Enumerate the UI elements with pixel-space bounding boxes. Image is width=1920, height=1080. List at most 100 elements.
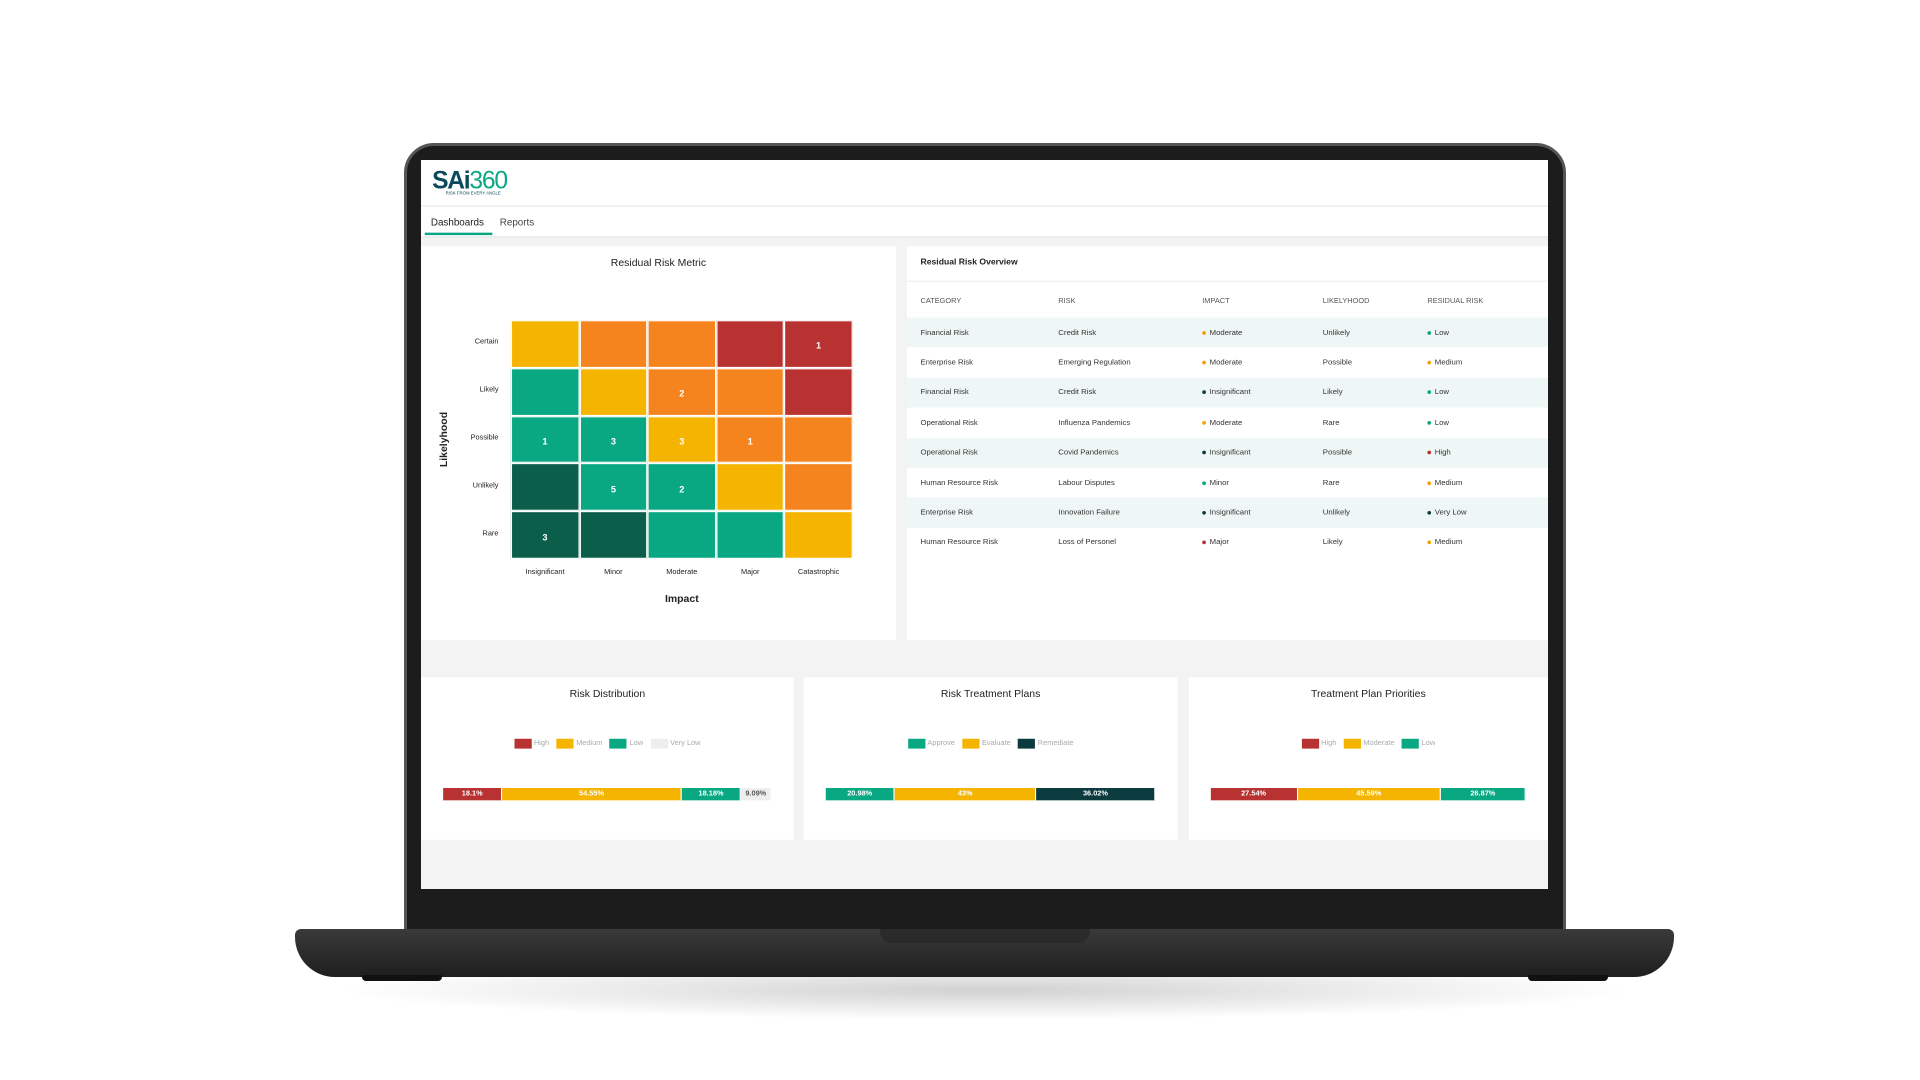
cell-count: 3 [610,435,616,447]
status-dot [1202,510,1206,515]
bar-title: Risk Distribution [569,687,646,700]
tab[interactable]: Dashboards [430,216,484,228]
x-axis-label: Impact [664,592,699,605]
bar-segment: 45.59% [1297,788,1442,801]
divider [906,280,1548,282]
heatmap-cell: 1 [716,415,785,464]
heatmap-cell [716,511,785,559]
table-cell: Innovation Failure [1058,508,1120,517]
cell-count: 1 [816,340,822,352]
heatmap-cell [510,320,580,368]
y-axis-label: Likelyhood [436,411,450,468]
tab[interactable]: Reports [499,216,535,228]
table-cell: Labour Disputes [1058,478,1115,487]
heatmap-cell [784,511,853,559]
column-header: RISK [1058,297,1076,306]
stacked-bar: 27.54% 45.59% 26.87% [1210,788,1526,801]
legend-item: Medium [556,738,603,749]
legend: Approve Evaluate Remediate [804,738,1178,749]
status-dot [1202,420,1206,425]
segment-label: 18.1% [461,789,483,798]
heatmap-cell [647,511,717,559]
bar-segment: 43% [894,788,1037,801]
column-label: Major [740,568,760,577]
table-row: Operational Risk Influenza Pandemics Moder… [906,407,1548,438]
table-cell: Moderate [1209,328,1243,337]
heatmap-cell [510,463,580,512]
legend-item: Remediate [1018,738,1074,749]
heatmap-cell: 5 [579,463,648,512]
logo: SAi360 [432,167,508,195]
status-dot [1427,540,1432,545]
table-cell: Moderate [1209,358,1243,367]
table-cell: Medium [1434,538,1463,548]
segment-label: 45.59% [1356,789,1382,798]
screen: SAi360 RISK FROM EVERY ANGLE Dashboards … [421,160,1548,889]
status-dot [1427,450,1432,455]
bar-segment: 20.98% [825,788,895,801]
legend-swatch [556,738,574,749]
heatmap-cell [647,320,717,368]
heatmap-cell: 1 [784,320,853,368]
table-cell: Credit Risk [1058,388,1097,397]
legend-label: Evaluate [981,739,1011,748]
table-cell: Moderate [1209,418,1243,427]
row-label: Rare [482,530,499,538]
table-cell: Human Resource Risk [920,538,999,548]
legend-swatch [1401,738,1420,749]
heatmap-panel: Residual Risk Metric Certain 1 Likely 2 Possi… [421,246,896,641]
table-row: Human Resource Risk Loss of Personel Major… [906,527,1548,558]
bar-segment: 54.55% [502,788,682,801]
legend-item: Low [1401,738,1435,749]
legend-label: Very Low [670,739,701,748]
stacked-bar: 18.1% 54.55% 18.18% 9.09% [443,788,772,801]
legend: High Moderate Low [1189,738,1548,749]
row-label: Unlikely [472,482,499,490]
status-dot [1202,390,1206,395]
table-cell: Low [1434,418,1449,427]
status-dot [1202,540,1206,545]
table-cell: Enterprise Risk [920,358,974,367]
header: SAi360 RISK FROM EVERY ANGLE [421,160,1548,207]
laptop-notch [880,929,1090,943]
legend-label: Approve [927,739,955,748]
legend-item: Moderate [1343,738,1395,749]
heatmap-cell [579,367,648,416]
status-dot [1427,420,1432,425]
legend-label: Remediate [1037,739,1074,748]
heatmap-cell [579,511,648,559]
legend-item: Low [609,738,643,749]
table-cell: Financial Risk [920,328,969,337]
legend-swatch [962,738,980,749]
bar-title: Risk Treatment Plans [940,687,1041,700]
legend-item: High [514,738,549,749]
column-header: LIKELYHOOD [1322,297,1370,306]
legend-swatch [1343,738,1361,749]
heatmap-cell [784,367,853,416]
heatmap-cell: 3 [510,511,580,559]
cell-count: 3 [679,435,685,447]
column-label: Minor [604,568,623,577]
cell-count: 1 [542,435,548,447]
segment-label: 9.09% [745,789,767,798]
legend-label: Medium [576,739,603,748]
bar-title: Treatment Plan Priorities [1310,687,1426,700]
dashboard: SAi360 RISK FROM EVERY ANGLE Dashboards … [421,160,1548,889]
cell-count: 3 [542,531,548,543]
table-row: Enterprise Risk Innovation Failure Insigni… [906,497,1548,528]
bar-segment: 18.1% [443,788,503,801]
segment-label: 43% [957,789,973,798]
table-cell: Medium [1434,478,1463,487]
bar-segment: 26.87% [1441,788,1526,801]
table-cell: Major [1209,538,1229,548]
status-dot [1427,390,1432,395]
segment-label: 36.02% [1082,789,1108,798]
table-cell: Credit Risk [1058,328,1097,337]
column-label: Catastrophic [797,568,840,577]
table-cell: Possible [1322,448,1353,457]
legend-item: Evaluate [962,738,1011,749]
heatmap-cell [716,320,785,368]
column-header: CATEGORY [920,297,962,306]
table-row: Operational Risk Covid Pandemics Insignifi… [906,437,1548,468]
